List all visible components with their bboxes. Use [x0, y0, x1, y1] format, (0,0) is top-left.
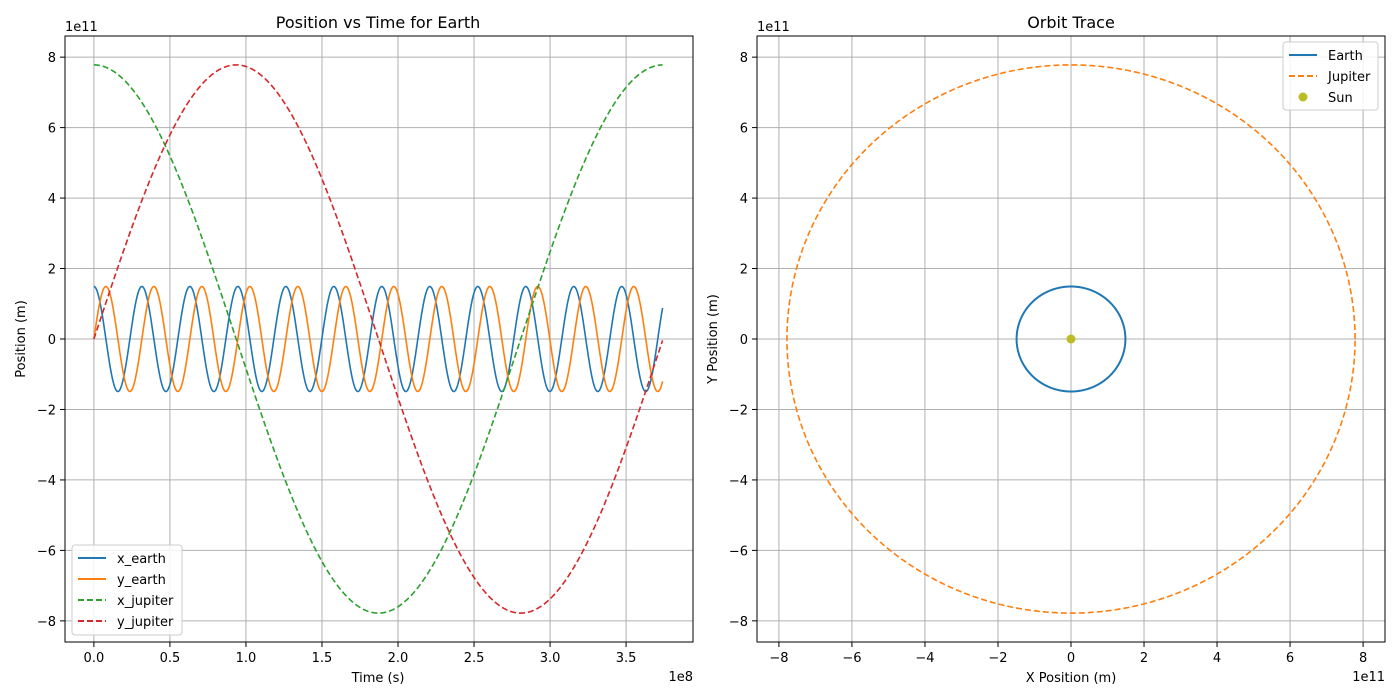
chart-left-y-tick-label: 0: [48, 333, 56, 348]
chart-left-x-tick-label: 0.0: [84, 651, 105, 666]
legend-label-sun: Sun: [1328, 91, 1353, 106]
chart-right-y-tick-label: −4: [729, 474, 748, 489]
chart-left-x-tick-label: 3.5: [616, 651, 637, 666]
sun-marker: [1066, 334, 1076, 344]
chart-right-x-tick-label: −4: [915, 651, 934, 666]
chart-right-x-tick-label: 8: [1359, 651, 1367, 666]
legend-label-x-earth: x_earth: [117, 552, 166, 567]
chart-left-y-tick-label: −2: [37, 403, 56, 418]
legend-label-x-jupiter: x_jupiter: [117, 594, 174, 609]
chart-right-y-tick-label: 8: [740, 51, 748, 66]
chart-left-x-tick-label: 1.0: [236, 651, 257, 666]
chart-left-grid: [65, 36, 693, 642]
chart-left-y-offset-label: 1e11: [65, 20, 98, 35]
chart-left-title: Position vs Time for Earth: [276, 13, 481, 32]
chart-left-x-axis-label: Time (s): [351, 671, 405, 686]
chart-left-y-tick-label: −8: [37, 615, 56, 630]
chart-right-y-tick-label: 6: [740, 122, 748, 137]
chart-right-y-tick-label: −8: [729, 615, 748, 630]
legend-label-earth: Earth: [1328, 49, 1363, 64]
orbit-line-jupiter: [786, 64, 1356, 614]
chart-right-y-tick-label: −2: [729, 403, 748, 418]
legend-swatch-sun: [1298, 92, 1308, 102]
chart-right-x-tick-label: 4: [1213, 651, 1221, 666]
legend-label-y-jupiter: y_jupiter: [117, 615, 174, 630]
chart-left-y-tick-label: −6: [37, 544, 56, 559]
chart-right-x-offset-label: 1e11: [1352, 670, 1385, 685]
chart-right-y-tick-label: 4: [740, 192, 748, 207]
chart-left-legend-box: [71, 544, 183, 636]
chart-right-x-tick-label: −2: [988, 651, 1007, 666]
chart-right-y-tick-label: −6: [729, 544, 748, 559]
chart-left-x-tick-label: 3.0: [540, 651, 561, 666]
chart-right-x-tick-label: 6: [1286, 651, 1294, 666]
chart-right-legend-box: [1282, 41, 1379, 111]
chart-right-grid: [757, 36, 1385, 642]
chart-left-y-tick-label: 4: [48, 192, 56, 207]
chart-right-ticks: −8 −6 −4 −2 0 2 4 6 8 −8 −6 −4 −2 0 2 4 6 8: [729, 51, 1367, 666]
chart-right-y-tick-label: 2: [740, 263, 748, 278]
chart-left-x-tick-label: 2.5: [464, 651, 485, 666]
chart-right-lines: [786, 64, 1356, 614]
chart-left-y-tick-label: 2: [48, 263, 56, 278]
chart-left-y-axis-label: Position (m): [14, 300, 29, 378]
chart-left-ticks: 0.0 0.5 1.0 1.5 2.0 2.5 3.0 3.5 −8 −6 −4 −2 0 2 4 6 8: [37, 51, 637, 666]
chart-left: Position vs Time for Earth 0.0 0.5 1.0 1.5 2…: [14, 13, 694, 686]
chart-right-x-tick-label: −8: [769, 651, 788, 666]
chart-left-legend: x_earth y_earth x_jupiter y_jupiter: [71, 544, 183, 636]
chart-right-y-tick-label: 0: [740, 333, 748, 348]
orbit-line-earth: [1015, 285, 1127, 393]
legend-label-jupiter: Jupiter: [1327, 70, 1371, 85]
series-line-y-jupiter: [93, 64, 664, 614]
chart-right-y-offset-label: 1e11: [757, 20, 790, 35]
chart-left-lines: [93, 64, 664, 614]
chart-left-x-offset-label: 1e8: [668, 670, 693, 685]
chart-left-x-tick-label: 0.5: [160, 651, 181, 666]
series-line-x-earth: [93, 285, 664, 393]
chart-right-x-tick-label: 0: [1067, 651, 1075, 666]
chart-left-x-tick-label: 1.5: [312, 651, 333, 666]
chart-left-y-tick-label: 6: [48, 122, 56, 137]
chart-right-title: Orbit Trace: [1027, 13, 1115, 32]
series-line-y-earth: [93, 285, 664, 393]
chart-right-legend: Earth Jupiter Sun: [1282, 41, 1379, 111]
chart-right-x-axis-label: X Position (m): [1026, 671, 1117, 686]
chart-right: Orbit Trace −8 −6 −4 −2 0 2 4 6 8 −8 −6 −4 −2 0 2 4 6 8 1…: [706, 13, 1386, 686]
chart-right-x-tick-label: 2: [1140, 651, 1148, 666]
chart-left-y-tick-label: 8: [48, 51, 56, 66]
legend-label-y-earth: y_earth: [117, 573, 166, 588]
chart-right-x-tick-label: −6: [842, 651, 861, 666]
chart-left-x-tick-label: 2.0: [388, 651, 409, 666]
chart-right-y-axis-label: Y Position (m): [706, 294, 721, 385]
chart-left-y-tick-label: −4: [37, 474, 56, 489]
series-line-x-jupiter: [93, 64, 663, 614]
